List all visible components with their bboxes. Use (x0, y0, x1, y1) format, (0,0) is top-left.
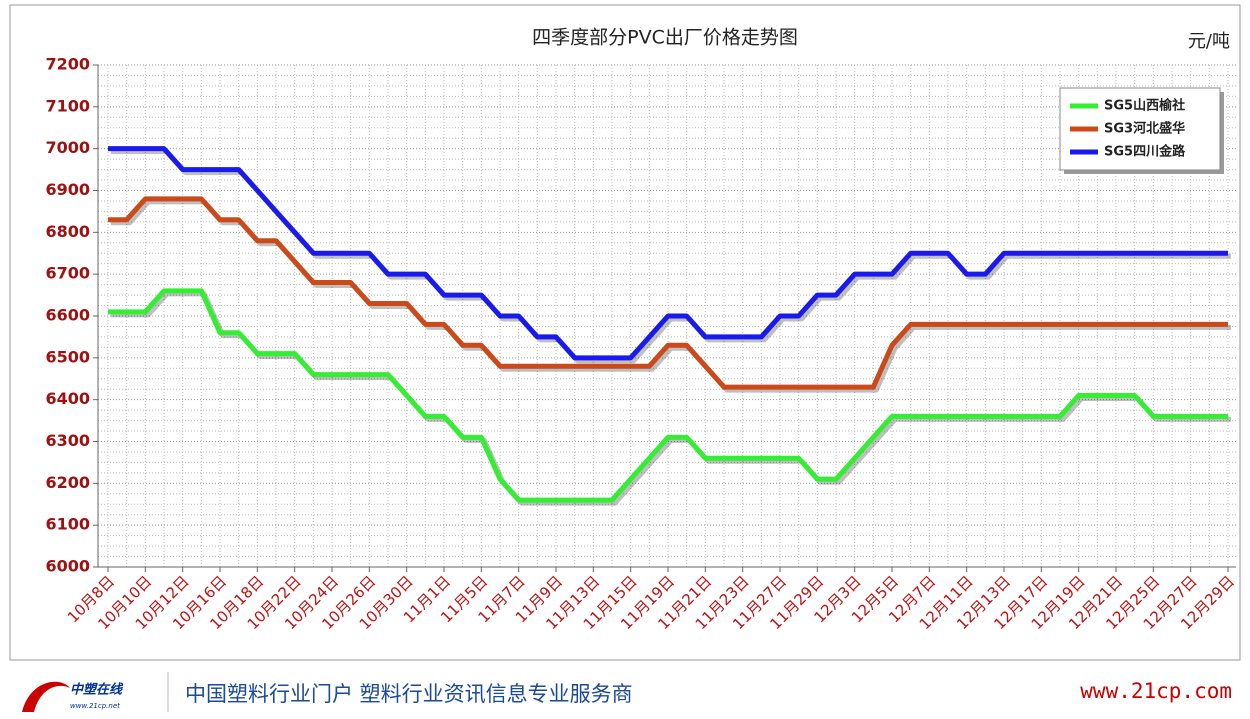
y-tick-label: 6900 (45, 180, 90, 199)
y-tick-label: 6200 (45, 473, 90, 492)
y-tick-label: 6400 (45, 389, 90, 408)
legend-label: SG5四川金路 (1104, 144, 1186, 160)
y-tick-label: 6300 (45, 431, 90, 450)
y-tick-label: 6700 (45, 264, 90, 283)
y-tick-label: 6800 (45, 222, 90, 241)
logo-text: 中塑在线 (70, 682, 124, 698)
footer-slogan: 中国塑料行业门户 塑料行业资讯信息专业服务商 (185, 682, 633, 706)
series-line (108, 196, 1228, 390)
y-tick-label: 6500 (45, 347, 90, 366)
logo-icon (22, 681, 70, 712)
y-tick-label: 7200 (45, 55, 90, 74)
series-line (108, 146, 1228, 361)
y-tick-label: 7000 (45, 138, 90, 157)
series-line (108, 288, 1228, 503)
chart-title: 四季度部分PVC出厂价格走势图 (532, 27, 798, 49)
y-tick-label: 7100 (45, 96, 90, 115)
y-tick-label: 6000 (45, 557, 90, 576)
footer-site: www.21cp.com (1080, 679, 1232, 703)
unit-label: 元/吨 (1188, 31, 1230, 52)
legend-label: SG3河北盛华 (1104, 121, 1185, 137)
logo-url: www.21cp.net (70, 702, 120, 710)
y-tick-label: 6100 (45, 515, 90, 534)
legend-label: SG5山西榆社 (1104, 98, 1185, 114)
y-tick-label: 6600 (45, 306, 90, 325)
